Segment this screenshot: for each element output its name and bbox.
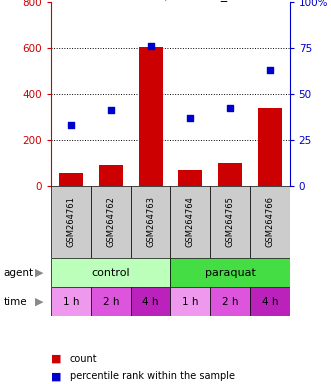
Text: 2 h: 2 h: [103, 297, 119, 307]
Text: 2 h: 2 h: [222, 297, 238, 307]
Point: [148, 43, 153, 49]
Bar: [139, 47, 163, 185]
Text: GSM264766: GSM264766: [265, 196, 274, 247]
Bar: [91, 287, 131, 316]
Point: [188, 114, 193, 121]
Point: [69, 122, 74, 128]
Bar: [218, 162, 242, 185]
Bar: [99, 165, 123, 185]
Point: [108, 107, 114, 113]
Text: GSM264761: GSM264761: [67, 196, 76, 247]
Bar: [170, 287, 210, 316]
Bar: [170, 185, 210, 258]
Title: GDS3188 / 256012_at: GDS3188 / 256012_at: [102, 0, 239, 1]
Point: [227, 105, 233, 111]
Text: control: control: [92, 268, 130, 278]
Bar: [210, 287, 250, 316]
Bar: [178, 170, 202, 185]
Text: GSM264765: GSM264765: [225, 196, 235, 247]
Point: [267, 67, 272, 73]
Text: 1 h: 1 h: [63, 297, 79, 307]
Bar: [51, 287, 91, 316]
Bar: [170, 258, 290, 287]
Bar: [51, 258, 170, 287]
Text: time: time: [3, 297, 27, 307]
Bar: [258, 108, 282, 185]
Text: 4 h: 4 h: [261, 297, 278, 307]
Text: GSM264763: GSM264763: [146, 196, 155, 247]
Text: count: count: [70, 354, 97, 364]
Bar: [51, 185, 91, 258]
Text: GSM264762: GSM264762: [106, 196, 116, 247]
Text: 4 h: 4 h: [142, 297, 159, 307]
Text: 1 h: 1 h: [182, 297, 199, 307]
Bar: [131, 185, 170, 258]
Bar: [91, 185, 131, 258]
Text: agent: agent: [3, 268, 33, 278]
Bar: [250, 185, 290, 258]
Bar: [210, 185, 250, 258]
Text: GSM264764: GSM264764: [186, 196, 195, 247]
Text: ▶: ▶: [35, 268, 43, 278]
Text: ▶: ▶: [35, 297, 43, 307]
Text: ■: ■: [51, 354, 62, 364]
Bar: [59, 173, 83, 185]
Bar: [250, 287, 290, 316]
Text: ■: ■: [51, 371, 62, 381]
Text: percentile rank within the sample: percentile rank within the sample: [70, 371, 234, 381]
Bar: [131, 287, 170, 316]
Text: paraquat: paraquat: [205, 268, 256, 278]
